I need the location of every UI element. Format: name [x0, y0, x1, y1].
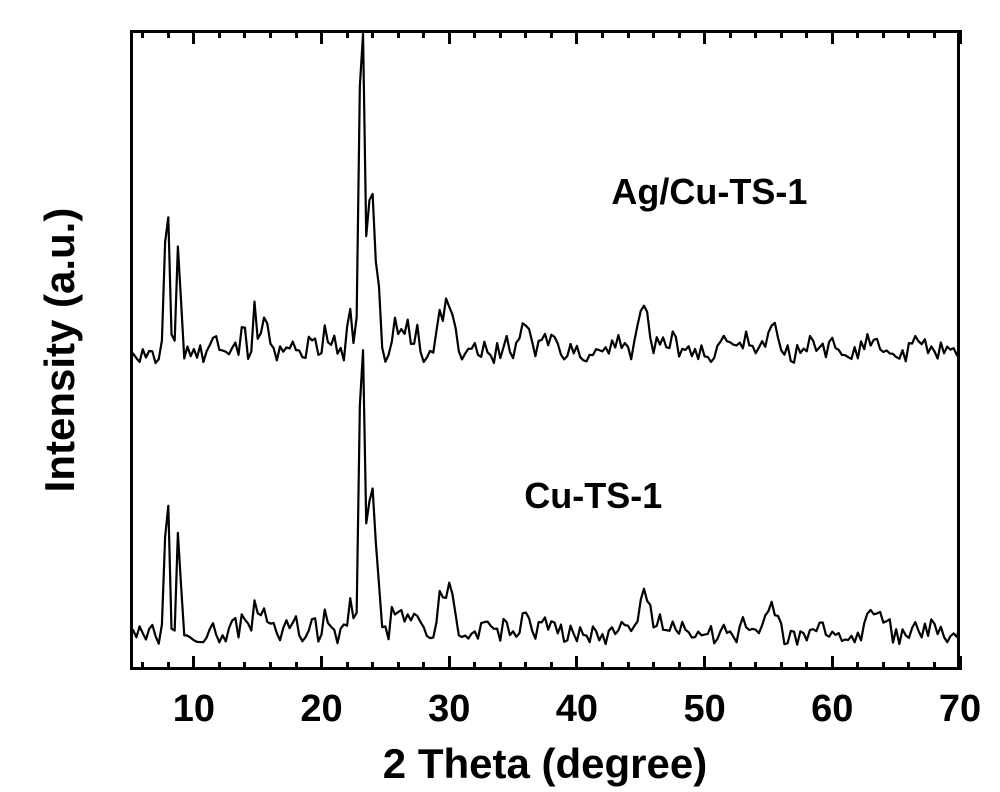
x-tick-label: 40: [556, 688, 598, 731]
trace-ag-cu-ts-1: [130, 34, 960, 363]
traces-svg: [130, 30, 960, 670]
x-tick-label: 50: [683, 688, 725, 731]
y-axis-label: Intensity (a.u.): [36, 208, 84, 493]
xrd-figure: Intensity (a.u.) 2 Theta (degree) 10 20 30…: [0, 0, 1000, 792]
x-tick-label: 10: [173, 688, 215, 731]
trace-cu-ts-1: [130, 350, 960, 644]
x-tick-label: 20: [300, 688, 342, 731]
x-axis-label: 2 Theta (degree): [383, 740, 707, 788]
x-tick-label: 60: [811, 688, 853, 731]
x-tick-label: 70: [939, 688, 981, 731]
x-tick-label: 30: [428, 688, 470, 731]
plot-area: [130, 30, 960, 670]
